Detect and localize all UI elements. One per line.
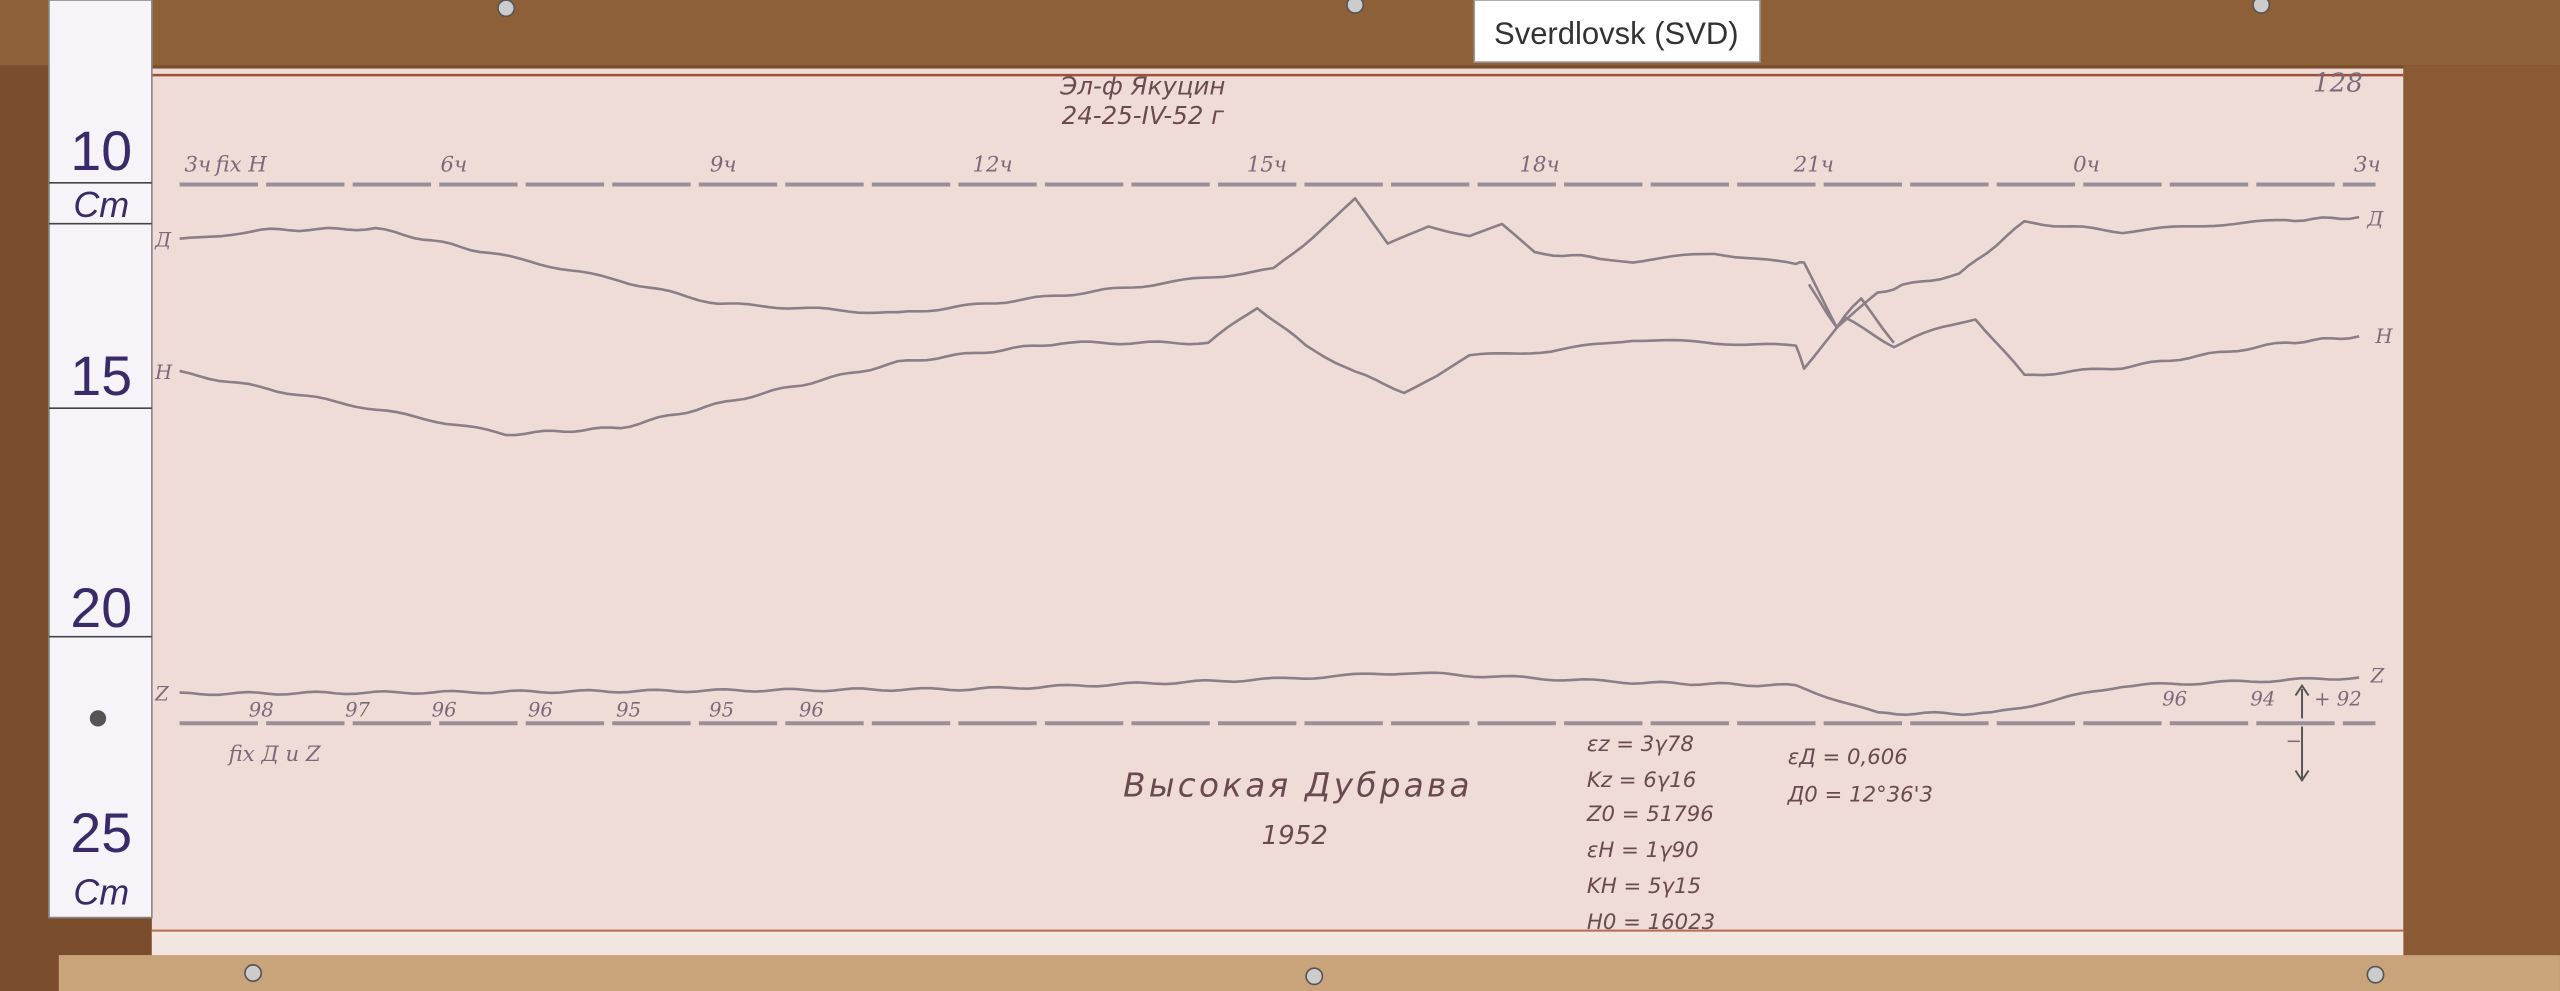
temp-label: 98 <box>249 699 274 722</box>
time-tick: 9ч <box>710 152 737 177</box>
station-name: Высокая Дубрава <box>1123 767 1473 805</box>
arrow-icons <box>2294 683 2310 783</box>
minus-sign: − <box>2286 730 2302 753</box>
constant-kh: KH = 5γ15 <box>1587 874 1701 899</box>
trace-d-label-left: Д <box>154 229 172 252</box>
temp-label: 97 <box>345 699 370 722</box>
station-label-card <box>1473 0 1761 63</box>
trace-z-label-right: Z <box>2370 664 2385 687</box>
ruler-mark-15: 15 <box>70 345 132 407</box>
trace-h <box>179 306 2360 437</box>
fix-dz-label: fix Д и Z <box>227 742 322 767</box>
ruler-mark-10: 10 <box>70 120 132 182</box>
trace-h-label-left: H <box>154 361 173 384</box>
time-tick: 21ч <box>1793 152 1834 177</box>
chart-paper <box>151 68 2404 956</box>
ruler-unit-top: Cm <box>73 184 129 225</box>
trace-h-label-right: H <box>2374 325 2393 348</box>
time-tick: 15ч <box>1247 152 1287 177</box>
trace-z-label-left: Z <box>154 682 169 705</box>
temp-label: 94 <box>2250 687 2275 710</box>
fix-h-label: fix H <box>214 152 268 177</box>
constant-h0: H0 = 16023 <box>1587 910 1715 935</box>
temp-label: 95 <box>616 699 641 722</box>
observer-line: Эл-ф Якуцин <box>1059 72 1225 101</box>
trace-d-label-right: Д <box>2366 207 2384 230</box>
constant-ez: εz = 3γ78 <box>1587 732 1694 757</box>
ruler-mark-20: 20 <box>70 577 132 639</box>
temp-label: + 92 <box>2314 687 2362 710</box>
trace-z <box>179 671 2360 717</box>
station-label: Sverdlovsk (SVD) <box>1494 16 1739 51</box>
constant-eh: εH = 1γ90 <box>1587 838 1699 863</box>
ruler-mark-25: 25 <box>70 802 132 864</box>
ruler <box>48 0 153 919</box>
temp-label: 95 <box>709 699 734 722</box>
ruler-unit-bottom: Cm <box>73 871 129 912</box>
constant-z0: Z0 = 51796 <box>1586 802 1714 827</box>
year: 1952 <box>1261 821 1327 851</box>
time-tick: 18ч <box>1519 152 1559 177</box>
time-tick: 3ч <box>2354 152 2381 177</box>
constant-d0: Д0 = 12°36'3 <box>1787 783 1933 808</box>
time-tick: 12ч <box>973 152 1013 177</box>
constant-ed: εД = 0,606 <box>1788 745 1908 770</box>
date-line: 24-25-IV-52 г <box>1062 101 1224 130</box>
temp-label: 96 <box>799 699 824 722</box>
constant-kz: Kz = 6γ16 <box>1587 768 1696 793</box>
trace-d <box>179 197 2360 329</box>
time-tick: 6ч <box>441 152 468 177</box>
temp-label: 96 <box>528 699 553 722</box>
temp-label: 96 <box>432 699 457 722</box>
time-tick: 3ч <box>185 152 212 177</box>
trace-d-crossing <box>1807 283 1895 344</box>
sheet-number: 128 <box>2313 68 2363 98</box>
time-tick: 0ч <box>2073 152 2100 177</box>
temp-label: 96 <box>2162 687 2187 710</box>
screw-icons <box>244 0 2385 986</box>
